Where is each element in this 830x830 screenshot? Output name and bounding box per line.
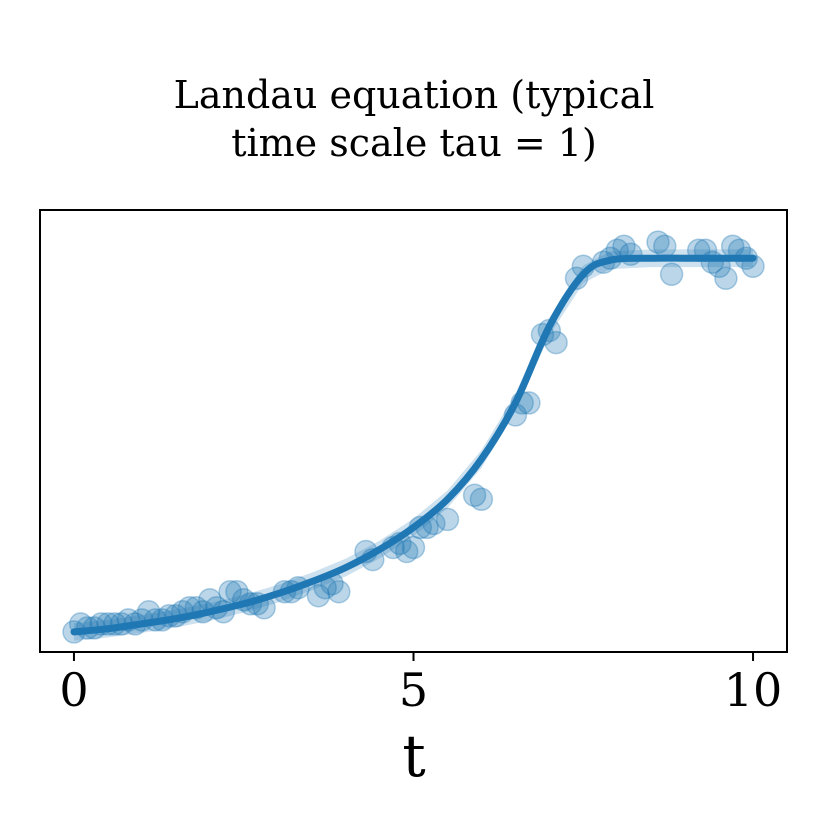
- data-point: [653, 234, 677, 258]
- x-tick-label: 5: [399, 663, 428, 717]
- data-points-layer: [62, 230, 765, 644]
- data-point: [401, 535, 426, 560]
- x-axis-label: t: [402, 722, 425, 790]
- x-ticks-layer: 0 5 10: [59, 652, 782, 717]
- plot-area: [62, 230, 765, 644]
- data-point: [394, 539, 419, 564]
- data-point: [306, 583, 331, 608]
- data-point: [462, 483, 487, 508]
- data-point: [469, 487, 494, 512]
- data-point: [327, 579, 351, 604]
- chart-title-line-2: time scale tau = 1): [231, 121, 597, 165]
- x-tick-label: 10: [724, 663, 783, 717]
- data-point: [435, 507, 460, 532]
- data-point: [646, 230, 670, 254]
- fit-uncertainty-band: [74, 249, 753, 641]
- x-tick-label: 0: [59, 663, 88, 717]
- fit-line-layer: [70, 254, 757, 636]
- data-point: [218, 579, 242, 604]
- data-point: [714, 266, 738, 291]
- data-point: [659, 262, 684, 287]
- fit-line: [70, 254, 757, 636]
- chart-title-line-1: Landau equation (typical: [174, 73, 655, 117]
- uncertainty-band-layer: [74, 249, 753, 641]
